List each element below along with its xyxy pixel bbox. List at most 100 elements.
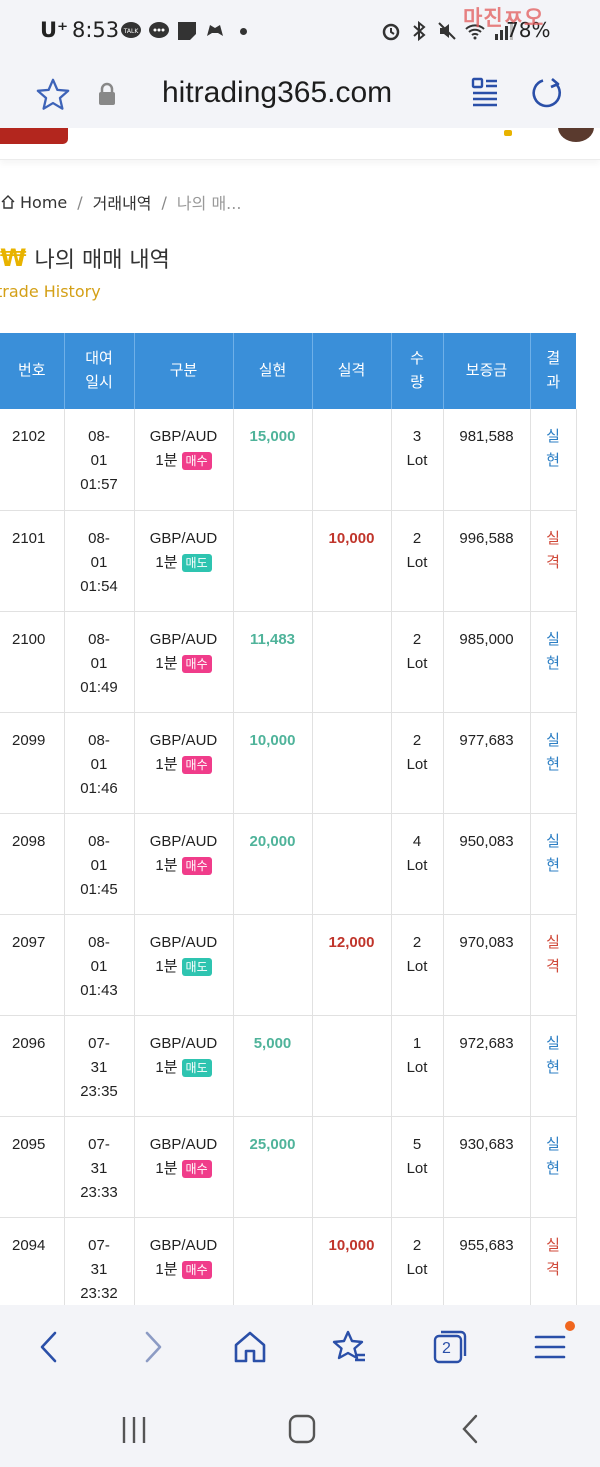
cell-margin: 955,683	[443, 1217, 531, 1305]
trade-side-badge: 매도	[181, 1058, 212, 1077]
trade-side-badge: 매수	[181, 452, 212, 470]
trade-number: 2102	[12, 428, 46, 445]
cell-type: GBP/AUD 1분 매도	[134, 914, 234, 1016]
home-icon[interactable]	[230, 1327, 270, 1367]
trade-time: 01:46	[80, 779, 118, 797]
recent-apps-icon[interactable]	[114, 1413, 154, 1447]
currency-pair: GBP/AUD	[149, 731, 218, 749]
realized-amount: 5,000	[253, 1034, 292, 1052]
trade-date: 08-	[88, 832, 110, 850]
table-row[interactable]: 2094 07- 31 23:32 GBP/AUD 1분 매수 10,000 2 Lot 955,6…	[0, 1217, 577, 1305]
breadcrumb-home-link[interactable]: Home	[20, 192, 68, 212]
notification-icons: TALK	[120, 20, 247, 42]
carrier-label: U⁺	[40, 18, 69, 42]
home-icon	[1, 195, 15, 209]
cell-margin: 985,000	[443, 611, 531, 713]
lot-unit: Lot	[406, 755, 428, 773]
trade-number: 2099	[12, 731, 46, 749]
trade-date: 08-	[88, 529, 110, 547]
lock-icon[interactable]	[96, 82, 118, 106]
web-page: Home / 거래내역 / 나의 매... ₩ 나의 매매 내역 trade H…	[0, 128, 600, 1305]
cell-no: 2100	[0, 611, 65, 713]
trade-period: 1분	[155, 1058, 178, 1076]
page-subtitle: trade History	[0, 282, 101, 301]
forward-icon[interactable]	[132, 1327, 172, 1367]
result-char-2: 격	[546, 1260, 560, 1278]
result-char-2: 현	[546, 452, 560, 469]
trade-side-badge: 매도	[181, 553, 212, 572]
trade-period: 1분	[155, 654, 178, 672]
lost-amount: 12,000	[328, 933, 375, 951]
tabs-button[interactable]: 2	[430, 1327, 470, 1367]
lot-quantity: 2	[412, 933, 422, 951]
page-title-text: 나의 매매 내역	[34, 248, 170, 273]
margin-amount: 955,683	[459, 1236, 514, 1254]
col-header-realized[interactable]: 실현	[233, 333, 313, 409]
result-char-2: 현	[546, 654, 560, 672]
cell-type: GBP/AUD 1분 매수	[134, 813, 234, 915]
trade-period: 1분	[155, 957, 178, 975]
cell-type: GBP/AUD 1분 매수	[134, 611, 234, 713]
table-row[interactable]: 2101 08- 01 01:54 GBP/AUD 1분 매도 10,000 2 Lot 996,5…	[0, 510, 577, 612]
table-row[interactable]: 2096 07- 31 23:35 GBP/AUD 1분 매도 5,000 1 Lot 972,68…	[0, 1015, 577, 1117]
header-menu-button[interactable]	[0, 128, 68, 144]
bookmark-star-icon[interactable]	[34, 76, 72, 114]
trade-date: 08-	[88, 428, 110, 445]
result-char-2: 격	[546, 957, 560, 975]
trade-number: 2098	[12, 832, 46, 850]
won-icon: ₩	[0, 244, 27, 272]
col-header-time[interactable]: 대여 일시	[64, 333, 135, 409]
signal-icon	[495, 22, 513, 40]
breadcrumb-separator: /	[161, 192, 167, 212]
alarm-icon	[382, 23, 400, 41]
trade-time: 23:35	[80, 1082, 118, 1100]
reload-icon[interactable]	[530, 76, 564, 110]
menu-icon[interactable]	[530, 1327, 570, 1367]
trade-number: 2100	[12, 630, 46, 648]
table-row[interactable]: 2099 08- 01 01:46 GBP/AUD 1분 매수 10,000 2 Lot 977,6…	[0, 712, 577, 814]
tabs-icon	[433, 1330, 467, 1364]
trade-time: 01:54	[80, 577, 118, 595]
trade-date-day: 01	[90, 755, 108, 773]
url-field[interactable]: hitrading365.com	[162, 76, 393, 109]
table-row[interactable]: 2102 08- 01 01:57 GBP/AUD 1분 매수 15,000 3 Lot 981,5…	[0, 409, 577, 511]
trade-period: 1분	[155, 452, 178, 469]
cell-no: 2102	[0, 409, 65, 511]
cell-no: 2097	[0, 914, 65, 1016]
result-char-1: 실	[546, 731, 560, 749]
cell-qty: 3 Lot	[391, 409, 444, 511]
avatar[interactable]	[558, 128, 594, 142]
currency-pair: GBP/AUD	[149, 529, 218, 547]
trade-number: 2097	[12, 933, 46, 951]
col-header-type[interactable]: 구분	[134, 333, 234, 409]
cell-realized: 15,000	[233, 409, 313, 511]
col-header-margin[interactable]: 보증금	[443, 333, 531, 409]
table-row[interactable]: 2095 07- 31 23:33 GBP/AUD 1분 매수 25,000 5 Lot 930,6…	[0, 1116, 577, 1218]
home-button-icon[interactable]	[282, 1413, 322, 1447]
col-header-lost[interactable]: 실격	[312, 333, 392, 409]
table-row[interactable]: 2100 08- 01 01:49 GBP/AUD 1분 매수 11,483 2 Lot 985,0…	[0, 611, 577, 713]
lot-quantity: 2	[412, 630, 422, 648]
table-row[interactable]: 2097 08- 01 01:43 GBP/AUD 1분 매도 12,000 2 Lot 970,0…	[0, 914, 577, 1016]
system-back-icon[interactable]	[452, 1413, 492, 1447]
bookmarks-icon[interactable]	[330, 1327, 370, 1367]
cell-time: 08- 01 01:43	[64, 914, 135, 1016]
reader-mode-icon[interactable]	[470, 76, 500, 108]
breadcrumb-section-link[interactable]: 거래내역	[92, 194, 152, 213]
trade-side-badge: 매수	[181, 856, 212, 875]
trade-date: 08-	[88, 933, 110, 951]
cell-qty: 4 Lot	[391, 813, 444, 915]
table-row[interactable]: 2098 08- 01 01:45 GBP/AUD 1분 매수 20,000 4 Lot 950,0…	[0, 813, 577, 915]
realized-amount: 20,000	[249, 832, 296, 850]
col-header-no[interactable]: 번호	[0, 333, 65, 409]
chat-icon	[149, 22, 169, 38]
note-icon	[178, 22, 196, 40]
margin-amount: 996,588	[459, 529, 514, 547]
lot-quantity: 2	[412, 529, 422, 547]
back-icon[interactable]	[30, 1327, 70, 1367]
